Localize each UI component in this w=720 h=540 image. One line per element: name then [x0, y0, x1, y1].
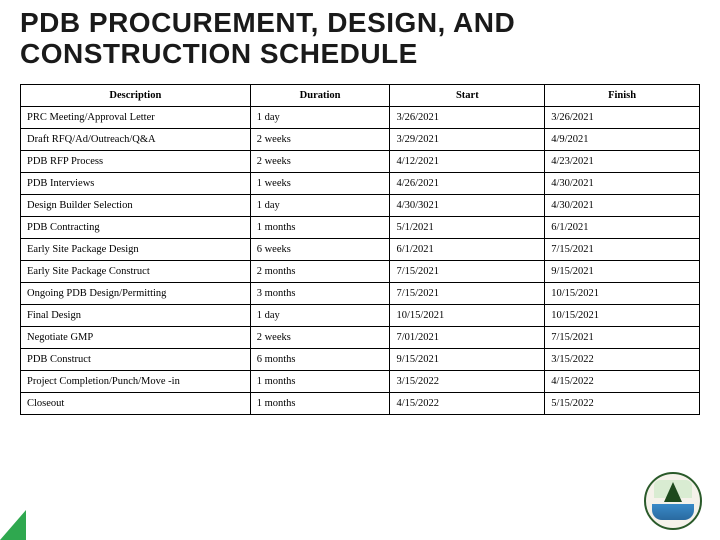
- cell-finish: 4/30/2021: [545, 194, 700, 216]
- cell-duration: 1 months: [250, 370, 390, 392]
- col-header-duration: Duration: [250, 84, 390, 106]
- cell-start: 9/15/2021: [390, 348, 545, 370]
- cell-start: 3/29/2021: [390, 128, 545, 150]
- accent-arrow-icon: [0, 510, 26, 540]
- cell-start: 7/01/2021: [390, 326, 545, 348]
- col-header-start: Start: [390, 84, 545, 106]
- cell-description: Closeout: [21, 392, 251, 414]
- col-header-finish: Finish: [545, 84, 700, 106]
- cell-finish: 5/15/2022: [545, 392, 700, 414]
- table-row: PDB Contracting1 months5/1/20216/1/2021: [21, 216, 700, 238]
- cell-description: Early Site Package Design: [21, 238, 251, 260]
- water-icon: [652, 504, 694, 520]
- cell-description: PDB Contracting: [21, 216, 251, 238]
- cell-finish: 4/15/2022: [545, 370, 700, 392]
- cell-start: 7/15/2021: [390, 282, 545, 304]
- cell-duration: 1 day: [250, 304, 390, 326]
- cell-start: 4/26/2021: [390, 172, 545, 194]
- cell-duration: 2 weeks: [250, 128, 390, 150]
- cell-description: Ongoing PDB Design/Permitting: [21, 282, 251, 304]
- cell-start: 4/15/2022: [390, 392, 545, 414]
- cell-description: Draft RFQ/Ad/Outreach/Q&A: [21, 128, 251, 150]
- table-row: Project Completion/Punch/Move -in1 month…: [21, 370, 700, 392]
- cell-finish: 4/23/2021: [545, 150, 700, 172]
- cell-duration: 1 months: [250, 216, 390, 238]
- cell-duration: 6 weeks: [250, 238, 390, 260]
- table-row: Early Site Package Design6 weeks6/1/2021…: [21, 238, 700, 260]
- table-row: Ongoing PDB Design/Permitting3 months7/1…: [21, 282, 700, 304]
- cell-description: PDB Interviews: [21, 172, 251, 194]
- page-title: PDB PROCUREMENT, DESIGN, AND CONSTRUCTIO…: [20, 8, 700, 70]
- cell-duration: 1 day: [250, 106, 390, 128]
- cell-finish: 3/15/2022: [545, 348, 700, 370]
- cell-finish: 10/15/2021: [545, 304, 700, 326]
- cell-start: 6/1/2021: [390, 238, 545, 260]
- table-row: Design Builder Selection1 day4/30/30214/…: [21, 194, 700, 216]
- cell-description: Negotiate GMP: [21, 326, 251, 348]
- cell-finish: 7/15/2021: [545, 326, 700, 348]
- table-row: Negotiate GMP2 weeks7/01/20217/15/2021: [21, 326, 700, 348]
- cell-start: 10/15/2021: [390, 304, 545, 326]
- table-row: PRC Meeting/Approval Letter1 day3/26/202…: [21, 106, 700, 128]
- cell-description: PDB Construct: [21, 348, 251, 370]
- cell-duration: 3 months: [250, 282, 390, 304]
- cell-finish: 9/15/2021: [545, 260, 700, 282]
- slide: PDB PROCUREMENT, DESIGN, AND CONSTRUCTIO…: [0, 0, 720, 540]
- cell-description: PRC Meeting/Approval Letter: [21, 106, 251, 128]
- cell-description: Design Builder Selection: [21, 194, 251, 216]
- table-row: Draft RFQ/Ad/Outreach/Q&A2 weeks3/29/202…: [21, 128, 700, 150]
- schedule-table: Description Duration Start Finish PRC Me…: [20, 84, 700, 415]
- table-row: Closeout1 months4/15/20225/15/2022: [21, 392, 700, 414]
- district-logo: [644, 472, 702, 530]
- cell-start: 7/15/2021: [390, 260, 545, 282]
- cell-start: 3/15/2022: [390, 370, 545, 392]
- table-row: PDB RFP Process2 weeks4/12/20214/23/2021: [21, 150, 700, 172]
- table-body: PRC Meeting/Approval Letter1 day3/26/202…: [21, 106, 700, 414]
- cell-description: PDB RFP Process: [21, 150, 251, 172]
- cell-description: Early Site Package Construct: [21, 260, 251, 282]
- table-row: PDB Construct6 months9/15/20213/15/2022: [21, 348, 700, 370]
- cell-finish: 7/15/2021: [545, 238, 700, 260]
- cell-finish: 3/26/2021: [545, 106, 700, 128]
- cell-finish: 4/30/2021: [545, 172, 700, 194]
- cell-duration: 1 day: [250, 194, 390, 216]
- cell-finish: 6/1/2021: [545, 216, 700, 238]
- cell-duration: 2 weeks: [250, 326, 390, 348]
- cell-finish: 4/9/2021: [545, 128, 700, 150]
- cell-duration: 1 weeks: [250, 172, 390, 194]
- cell-finish: 10/15/2021: [545, 282, 700, 304]
- cell-duration: 2 months: [250, 260, 390, 282]
- cell-duration: 1 months: [250, 392, 390, 414]
- logo-graphic: [646, 474, 700, 528]
- table-row: Final Design1 day10/15/202110/15/2021: [21, 304, 700, 326]
- col-header-description: Description: [21, 84, 251, 106]
- cell-start: 4/30/3021: [390, 194, 545, 216]
- table-row: Early Site Package Construct2 months7/15…: [21, 260, 700, 282]
- cell-duration: 6 months: [250, 348, 390, 370]
- cell-start: 4/12/2021: [390, 150, 545, 172]
- cell-start: 3/26/2021: [390, 106, 545, 128]
- cell-description: Final Design: [21, 304, 251, 326]
- cell-duration: 2 weeks: [250, 150, 390, 172]
- tree-icon: [664, 482, 682, 502]
- cell-start: 5/1/2021: [390, 216, 545, 238]
- table-header-row: Description Duration Start Finish: [21, 84, 700, 106]
- cell-description: Project Completion/Punch/Move -in: [21, 370, 251, 392]
- table-row: PDB Interviews1 weeks4/26/20214/30/2021: [21, 172, 700, 194]
